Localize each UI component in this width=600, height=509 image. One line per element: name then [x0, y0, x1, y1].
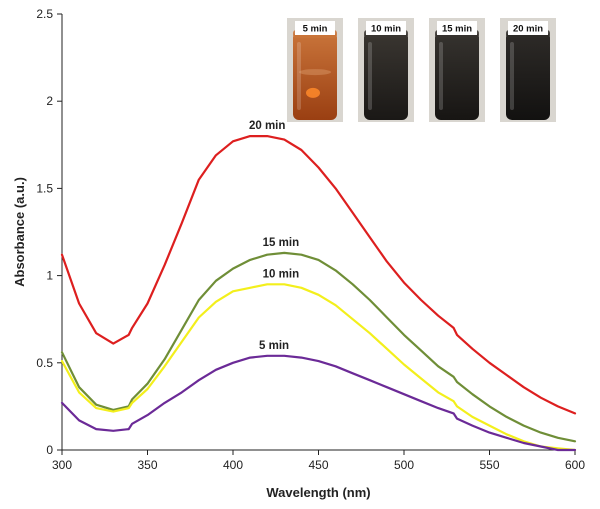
photo-label-box: [295, 21, 335, 35]
vial-liquid: [435, 32, 479, 120]
series-line-10-min: [60, 283, 577, 452]
vial-glass-highlight: [368, 42, 372, 110]
series-lines: [60, 135, 577, 452]
x-tick-label: 600: [565, 458, 585, 472]
vial-photo: 5 min: [287, 18, 343, 122]
y-tick-label: 0: [46, 443, 53, 457]
y-tick-label: 2: [46, 94, 53, 108]
vial-glass-highlight: [510, 42, 514, 110]
photo-label: 20 min: [513, 24, 543, 35]
x-tick-label: 500: [394, 458, 414, 472]
series-line-20-min: [60, 135, 577, 415]
y-tick-label: 1.5: [36, 181, 53, 195]
vial-photo: 20 min: [500, 18, 556, 122]
vial-meniscus-reflection: [299, 69, 331, 76]
photo-label: 15 min: [442, 24, 472, 35]
series-labels: 20 min 15 min 10 min 5 min: [249, 120, 299, 352]
y-tick-label: 2.5: [36, 7, 53, 21]
y-tick-label: 0.5: [36, 356, 53, 370]
series-line-15-min: [60, 251, 577, 443]
photo-label: 5 min: [303, 24, 328, 35]
x-tick-label: 300: [52, 458, 72, 472]
vial-liquid: [364, 32, 408, 120]
series-line-5-min: [60, 354, 577, 452]
series-label: 20 min: [249, 120, 285, 132]
series-label: 5 min: [259, 340, 289, 352]
vial-photo: 15 min: [429, 18, 485, 122]
vial-glass-highlight: [439, 42, 443, 110]
x-tick-labels: 300 350 400 450 500 550 600: [52, 450, 585, 472]
photo-label-box: [508, 21, 548, 35]
vial-liquid: [293, 32, 337, 120]
x-tick-label: 400: [223, 458, 243, 472]
inset-vial-photos: 5 min 10 min 15 min 20 min: [287, 18, 556, 122]
y-tick-labels: 0 0.5 1 1.5 2 2.5: [36, 7, 62, 457]
x-tick-label: 450: [308, 458, 328, 472]
vial-glass-highlight: [297, 42, 301, 110]
photo-label: 10 min: [371, 24, 401, 35]
series-label: 10 min: [263, 268, 299, 280]
x-tick-label: 550: [479, 458, 499, 472]
y-axis-title: Absorbance (a.u.): [12, 177, 27, 287]
vial-photo: 10 min: [358, 18, 414, 122]
series-label: 15 min: [263, 237, 299, 249]
photo-label-box: [437, 21, 477, 35]
vial-light-reflection: [306, 87, 320, 98]
x-tick-label: 350: [137, 458, 157, 472]
vial-liquid: [506, 32, 550, 120]
photo-label-box: [366, 21, 406, 35]
x-axis-title: Wavelength (nm): [266, 485, 370, 500]
y-tick-label: 1: [46, 269, 53, 283]
